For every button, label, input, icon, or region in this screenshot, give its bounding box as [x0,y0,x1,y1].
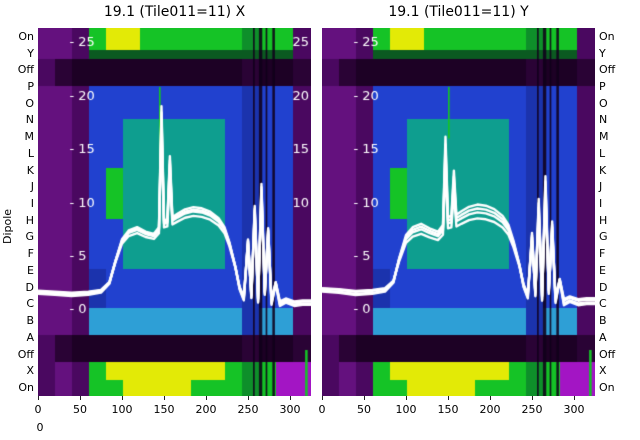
x-tick-mark [321,396,323,400]
x-tick-label: 0 [318,403,326,416]
axis-row-label: B [26,314,34,328]
x-tick-label: 250 [237,403,259,416]
x-tick-label: 200 [479,403,501,416]
axis-row-label: K [599,163,607,177]
axis-row-label: C [599,297,607,311]
axis-row-label: L [599,146,606,160]
axis-row-label: On [18,380,34,394]
axis-row-label: K [26,163,34,177]
x-tick-mark [363,396,365,400]
axis-row-label: B [599,314,607,328]
axis-row-label: G [25,230,34,244]
axis-row-label: Off [599,347,616,361]
x-tick-label: 100 [111,403,133,416]
x-axis-ticks-y: 0 50 100 150 200 250 300 [318,396,595,426]
x-tick-mark [573,396,575,400]
x-tick-label: 100 [395,403,417,416]
subplot-title-x: 19.1 (Tile011=11) X [103,4,246,20]
axis-row-label: N [599,113,608,127]
axis-row-label: On [599,29,615,43]
x-tick-mark [447,396,449,400]
axis-row-label: Off [599,63,616,77]
heatmap-plot-y [322,28,595,396]
axis-row-label: N [25,113,34,127]
x-tick-label: 300 [563,403,585,416]
axis-row-label: X [26,364,34,378]
subplot-title-y: 19.1 (Tile011=11) Y [388,4,529,20]
x-tick-mark [247,396,249,400]
axis-row-label: F [27,247,34,261]
axis-row-label: A [26,330,34,344]
right-axis-labels: On Y Off P O N M L K J I H G F E D C B A Off X On [599,28,635,396]
axis-row-label: Y [27,46,34,60]
axis-row-label: G [599,230,608,244]
axis-row-label: X [599,364,607,378]
x-axis-ticks-x: 0 50 100 150 200 250 300 [34,396,311,426]
axis-row-label: Off [17,63,34,77]
x-tick-mark [205,396,207,400]
axis-row-label: J [599,180,603,194]
axis-row-label: D [599,280,608,294]
axis-row-label: J [30,180,34,194]
axis-row-label: F [599,247,606,261]
stray-zero-label: 0 [36,421,44,434]
axis-row-label: D [25,280,34,294]
axis-row-label: On [599,380,615,394]
x-tick-label: 200 [195,403,217,416]
axis-row-label: E [599,263,606,277]
axis-row-label: C [26,297,34,311]
axis-row-label: O [25,96,34,110]
axis-row-label: H [25,213,34,227]
x-tick-mark [121,396,123,400]
axis-row-label: E [27,263,34,277]
axis-row-label: H [599,213,608,227]
x-tick-label: 50 [357,403,371,416]
axis-row-label: O [599,96,608,110]
x-tick-mark [163,396,165,400]
x-tick-mark [531,396,533,400]
x-tick-label: 150 [437,403,459,416]
axis-row-label: P [27,80,34,94]
x-tick-label: 0 [34,403,42,416]
axis-row-label: Y [599,46,606,60]
x-tick-label: 150 [153,403,175,416]
x-tick-mark [289,396,291,400]
left-axis-labels: On Y Off P O N M L K J I H G F E D C B A Off X On [6,28,34,396]
x-tick-label: 50 [73,403,87,416]
x-tick-label: 250 [521,403,543,416]
x-tick-mark [79,396,81,400]
x-tick-mark [37,396,39,400]
x-tick-mark [489,396,491,400]
x-tick-label: 300 [279,403,301,416]
axis-row-label: P [599,80,606,94]
axis-row-label: A [599,330,607,344]
axis-row-label: I [599,197,603,211]
axis-row-label: L [27,146,34,160]
axis-row-label: M [24,130,35,144]
axis-row-label: M [599,130,609,144]
heatmap-plot-x [38,28,311,396]
axis-row-label: I [30,197,34,211]
axis-row-label: On [18,29,34,43]
axis-row-label: Off [17,347,34,361]
x-tick-mark [405,396,407,400]
